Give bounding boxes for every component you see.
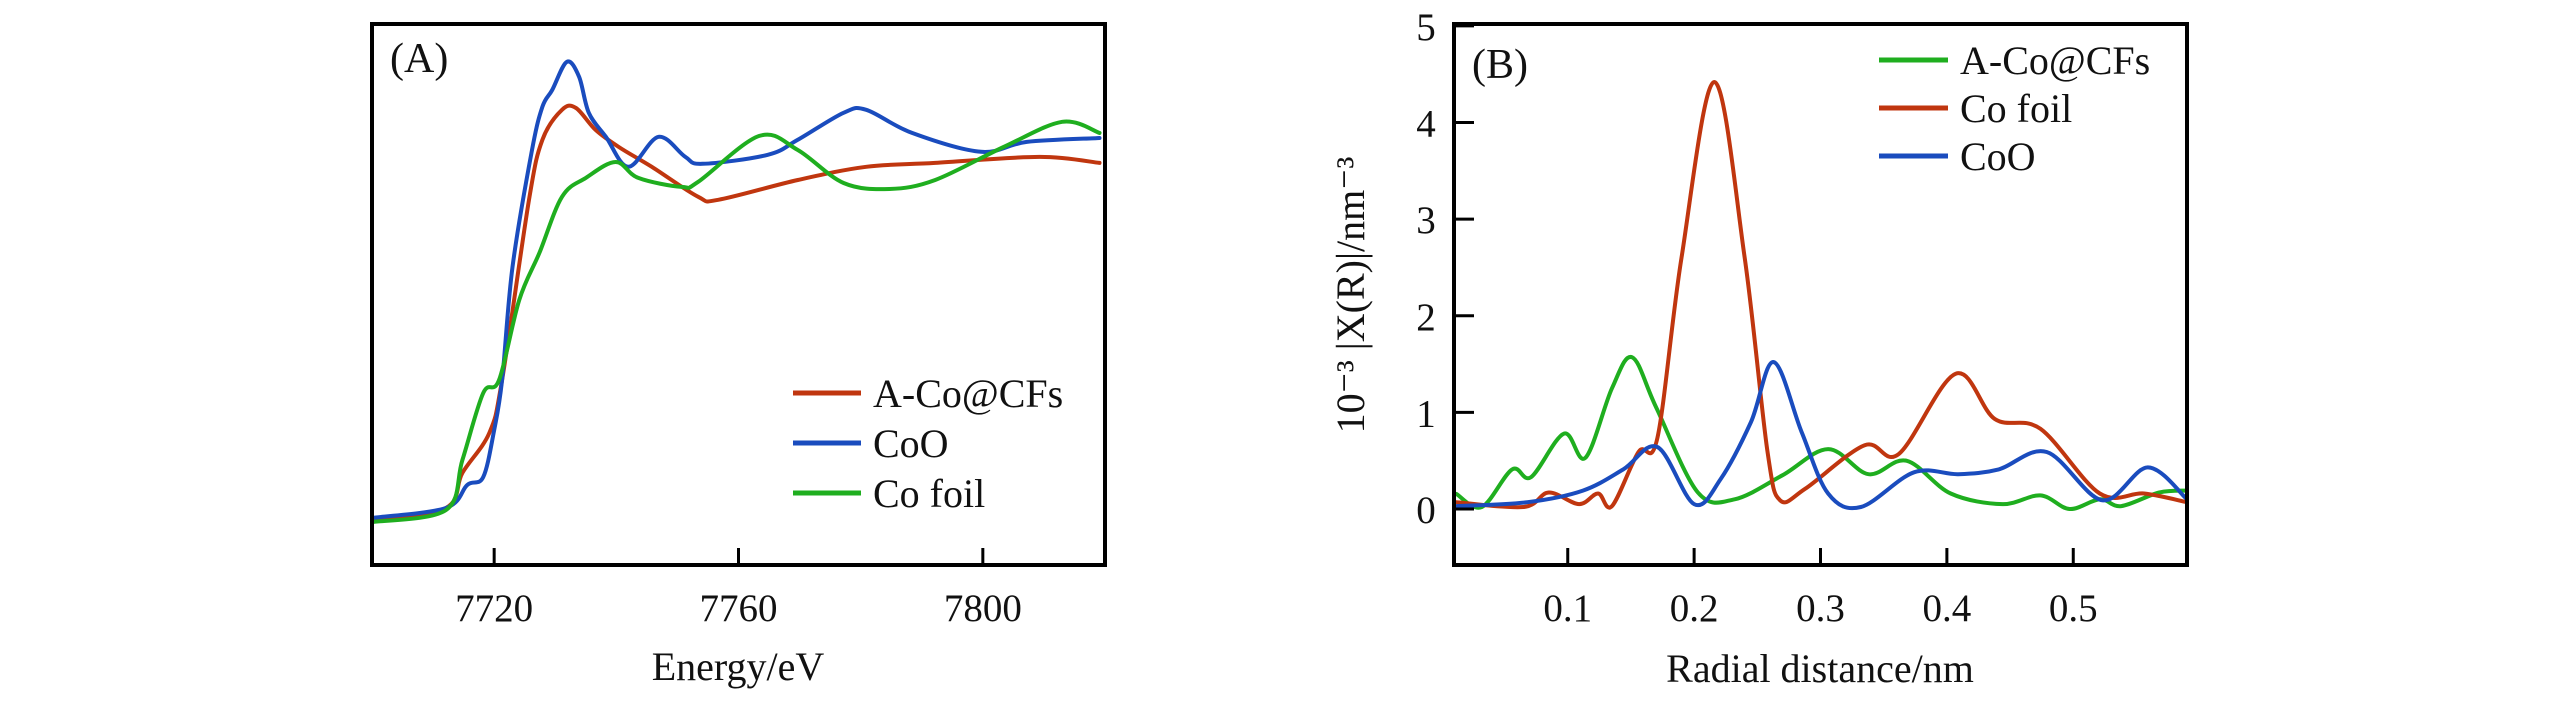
panel-a-x-tick-label: 7800 <box>944 587 1022 630</box>
panel-a-series-coo-line <box>372 59 1102 520</box>
panel-a-series-co-foil-line <box>372 119 1102 525</box>
panel-b-x-tick-label: 0.3 <box>1796 587 1845 630</box>
panel-a-plot-frame <box>370 22 1107 567</box>
panel-b-y-tick-label: 3 <box>1416 199 1436 242</box>
panel-b-y-tick-label: 2 <box>1416 296 1436 339</box>
panel-b-x-tick-label: 0.2 <box>1670 587 1719 630</box>
panel-b-y-tick-label: 0 <box>1416 489 1436 532</box>
panel-b-y-axis-title: 10⁻³ |X(R)|/nm⁻³ <box>1328 157 1373 434</box>
panel-b-series-co-foil-line <box>1454 80 2187 510</box>
panel-b-x-tick-label: 0.4 <box>1923 587 1972 630</box>
panel-b-ft-exafs-chart: (B) Radial distance/nm 10⁻³ |X(R)|/nm⁻³ … <box>1328 6 2189 691</box>
panel-a-legend-label: Co foil <box>873 471 985 516</box>
panel-b-y-tick-label: 1 <box>1416 392 1436 435</box>
panel-b-series-coo-line <box>1454 360 2187 511</box>
panel-b-x-tick-label: 0.5 <box>2049 587 2098 630</box>
panel-a-x-tick-label: 7760 <box>700 587 778 630</box>
panel-b-label: (B) <box>1472 42 1528 88</box>
panel-a-x-axis-title: Energy/eV <box>652 644 825 689</box>
panel-a-legend-label: A-Co@CFs <box>873 371 1063 416</box>
panel-a-x-tick-label: 7720 <box>455 587 533 630</box>
panel-b-legend-label: A-Co@CFs <box>1960 38 2150 83</box>
panel-b-y-tick-label: 5 <box>1416 6 1436 49</box>
panel-b-y-tick-label: 4 <box>1416 103 1436 146</box>
panel-a-label: (A) <box>390 36 448 82</box>
panel-b-legend-label: CoO <box>1960 134 2036 179</box>
panel-b-series-a-co-cfs-line <box>1454 355 2187 511</box>
panel-b-legend-label: Co foil <box>1960 86 2072 131</box>
panel-b-x-tick-label: 0.1 <box>1543 587 1592 630</box>
panel-a-series-a-co-cfs-line <box>372 103 1102 522</box>
panel-a-legend-label: CoO <box>873 421 949 466</box>
panel-a-xanes-chart: (A) Energy/eV A-Co@CFs CoO Co foil 7720 7760… <box>370 22 1107 689</box>
panel-b-x-axis-title: Radial distance/nm <box>1666 646 1974 691</box>
